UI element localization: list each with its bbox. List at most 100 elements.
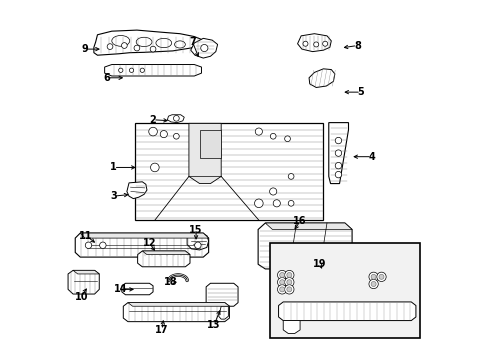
Text: 10: 10 bbox=[75, 292, 88, 302]
Circle shape bbox=[313, 42, 318, 47]
Circle shape bbox=[335, 137, 341, 144]
Circle shape bbox=[273, 200, 280, 207]
Ellipse shape bbox=[112, 36, 129, 46]
Circle shape bbox=[160, 131, 167, 138]
Circle shape bbox=[279, 280, 284, 285]
Polygon shape bbox=[73, 270, 99, 274]
Circle shape bbox=[368, 279, 378, 289]
Text: 4: 4 bbox=[367, 152, 374, 162]
Circle shape bbox=[335, 150, 341, 156]
Circle shape bbox=[134, 45, 140, 51]
Circle shape bbox=[330, 243, 340, 253]
Circle shape bbox=[194, 242, 201, 248]
Circle shape bbox=[273, 261, 279, 267]
Polygon shape bbox=[258, 223, 351, 269]
Polygon shape bbox=[218, 306, 228, 319]
Circle shape bbox=[300, 243, 309, 253]
Text: 14: 14 bbox=[114, 284, 127, 294]
Circle shape bbox=[370, 274, 375, 279]
Circle shape bbox=[303, 41, 307, 46]
Polygon shape bbox=[68, 270, 99, 294]
Circle shape bbox=[302, 261, 308, 267]
Text: 1: 1 bbox=[110, 162, 117, 172]
Polygon shape bbox=[199, 130, 221, 158]
Polygon shape bbox=[104, 64, 201, 76]
Circle shape bbox=[279, 287, 284, 292]
Circle shape bbox=[378, 274, 383, 279]
Circle shape bbox=[107, 44, 113, 49]
Circle shape bbox=[287, 174, 293, 179]
Circle shape bbox=[284, 270, 293, 280]
Text: 12: 12 bbox=[142, 238, 156, 248]
Circle shape bbox=[255, 128, 262, 135]
Polygon shape bbox=[188, 123, 221, 184]
Polygon shape bbox=[122, 283, 153, 295]
Polygon shape bbox=[308, 69, 334, 87]
Circle shape bbox=[335, 171, 341, 178]
Text: 13: 13 bbox=[207, 320, 220, 330]
Circle shape bbox=[368, 272, 378, 282]
Text: 3: 3 bbox=[110, 191, 117, 201]
Polygon shape bbox=[283, 320, 300, 333]
Circle shape bbox=[277, 285, 286, 294]
Circle shape bbox=[284, 278, 293, 287]
Polygon shape bbox=[190, 39, 217, 58]
Circle shape bbox=[287, 201, 293, 206]
Circle shape bbox=[335, 162, 341, 169]
Polygon shape bbox=[75, 233, 208, 257]
Circle shape bbox=[286, 287, 291, 292]
Text: 2: 2 bbox=[149, 115, 156, 125]
Circle shape bbox=[254, 199, 263, 208]
Polygon shape bbox=[328, 123, 348, 184]
Circle shape bbox=[85, 242, 92, 248]
Circle shape bbox=[100, 242, 106, 248]
Polygon shape bbox=[128, 303, 229, 306]
Text: 5: 5 bbox=[357, 87, 364, 97]
Text: 16: 16 bbox=[293, 216, 306, 226]
Polygon shape bbox=[80, 233, 208, 238]
Circle shape bbox=[322, 41, 327, 46]
Polygon shape bbox=[278, 302, 415, 320]
Text: 17: 17 bbox=[155, 325, 168, 335]
Polygon shape bbox=[126, 182, 147, 199]
Polygon shape bbox=[94, 30, 201, 55]
Bar bbox=[269, 243, 419, 338]
Circle shape bbox=[370, 282, 375, 287]
Circle shape bbox=[173, 134, 179, 139]
Circle shape bbox=[121, 42, 127, 48]
Polygon shape bbox=[167, 115, 184, 123]
Circle shape bbox=[270, 134, 276, 139]
Text: 6: 6 bbox=[103, 73, 110, 83]
Polygon shape bbox=[135, 123, 323, 220]
Circle shape bbox=[271, 243, 280, 253]
Circle shape bbox=[129, 68, 133, 72]
Text: 11: 11 bbox=[79, 231, 93, 240]
Circle shape bbox=[286, 273, 291, 278]
Circle shape bbox=[277, 270, 286, 280]
Circle shape bbox=[148, 127, 157, 136]
Polygon shape bbox=[137, 251, 190, 267]
Circle shape bbox=[332, 261, 338, 267]
Circle shape bbox=[119, 68, 122, 72]
Ellipse shape bbox=[156, 39, 171, 48]
Text: 18: 18 bbox=[164, 277, 178, 287]
Circle shape bbox=[376, 272, 386, 282]
Circle shape bbox=[269, 188, 276, 195]
Circle shape bbox=[279, 273, 284, 278]
Text: 19: 19 bbox=[312, 259, 326, 269]
Circle shape bbox=[286, 280, 291, 285]
Circle shape bbox=[150, 163, 159, 172]
Text: 9: 9 bbox=[81, 44, 88, 54]
Polygon shape bbox=[187, 233, 208, 250]
Polygon shape bbox=[206, 283, 238, 306]
Circle shape bbox=[201, 44, 207, 51]
Polygon shape bbox=[297, 34, 330, 51]
Circle shape bbox=[277, 278, 286, 287]
Polygon shape bbox=[265, 223, 351, 229]
Circle shape bbox=[173, 116, 179, 121]
Ellipse shape bbox=[136, 37, 152, 46]
Polygon shape bbox=[142, 251, 190, 255]
Text: 7: 7 bbox=[189, 37, 196, 47]
Polygon shape bbox=[123, 303, 229, 321]
Circle shape bbox=[140, 68, 144, 72]
